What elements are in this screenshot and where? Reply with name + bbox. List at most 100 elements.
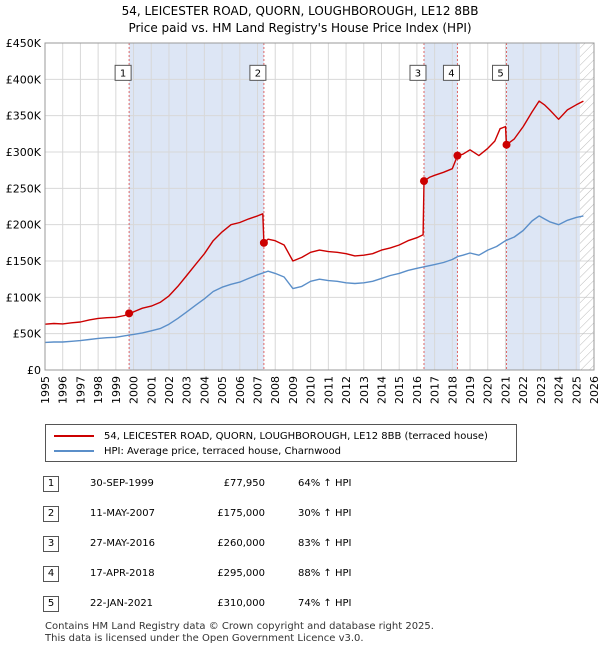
x-tick-label: 2017: [429, 376, 442, 404]
x-tick-label: 1997: [74, 376, 87, 404]
table-row: 3 27-MAY-2016 £260,000 83% ↑ HPI: [0, 533, 600, 553]
sale-date: 27-MAY-2016: [90, 538, 156, 549]
sale-number-box: [249, 64, 267, 81]
chart-subtitle: Price paid vs. HM Land Registry's House …: [128, 21, 472, 35]
legend-item-property: 54, LEICESTER ROAD, QUORN, LOUGHBOROUGH,…: [54, 429, 488, 443]
legend: 54, LEICESTER ROAD, QUORN, LOUGHBOROUGH,…: [45, 424, 517, 462]
x-tick-label: 2008: [269, 376, 282, 404]
y-tick-label: £450K: [6, 37, 42, 50]
sale-number-badge: 3: [43, 536, 59, 552]
x-tick-label: 2022: [517, 376, 530, 404]
y-tick-label: £200K: [6, 219, 42, 232]
x-tick-label: 2024: [553, 376, 566, 404]
x-tick-label: 2007: [252, 376, 265, 404]
sale-point: [259, 238, 268, 247]
x-tick-label: 2012: [340, 376, 353, 404]
sale-date: 11-MAY-2007: [90, 508, 156, 519]
x-tick-label: 2000: [128, 376, 141, 404]
property-line-swatch: [54, 435, 94, 437]
x-tick-label: 2009: [287, 376, 300, 404]
sale-number-box: [442, 64, 460, 81]
sale-date: 30-SEP-1999: [90, 478, 154, 489]
sale-price: £260,000: [217, 538, 265, 549]
legend-item-hpi: HPI: Average price, terraced house, Char…: [54, 444, 341, 458]
x-tick-label: 2015: [393, 376, 406, 404]
sale-number-box: [492, 64, 510, 81]
sale-point: [502, 140, 511, 149]
x-tick-label: 2011: [322, 376, 335, 404]
y-tick-label: £0: [27, 364, 41, 377]
sale-number-label: 2: [255, 68, 261, 79]
table-row: 1 30-SEP-1999 £77,950 64% ↑ HPI: [0, 473, 600, 493]
sale-number-badge: 1: [43, 476, 59, 492]
x-tick-label: 2023: [535, 376, 548, 404]
sale-number-label: 1: [120, 68, 126, 79]
sale-hpi-change: 30% ↑ HPI: [298, 508, 352, 519]
y-tick-label: £250K: [6, 182, 42, 195]
sale-hpi-change: 64% ↑ HPI: [298, 478, 352, 489]
sale-number-badge: 4: [43, 566, 59, 582]
sale-number-badge: 5: [43, 596, 59, 612]
sale-number-label: 4: [448, 68, 454, 79]
sale-date: 17-APR-2018: [90, 568, 155, 579]
y-tick-label: £400K: [6, 73, 42, 86]
table-row: 2 11-MAY-2007 £175,000 30% ↑ HPI: [0, 503, 600, 523]
x-tick-label: 2026: [588, 376, 600, 404]
sale-point: [125, 309, 134, 318]
chart-title: 54, LEICESTER ROAD, QUORN, LOUGHBOROUGH,…: [121, 4, 479, 18]
x-tick-label: 2014: [375, 376, 388, 404]
x-tick-label: 1998: [92, 376, 105, 404]
ownership-shade: [129, 43, 264, 370]
y-tick-label: £350K: [6, 110, 42, 123]
table-row: 4 17-APR-2018 £295,000 88% ↑ HPI: [0, 563, 600, 583]
x-tick-label: 2002: [163, 376, 176, 404]
sale-number-badge: 2: [43, 506, 59, 522]
forecast-hatch: [579, 43, 594, 370]
x-tick-label: 1999: [110, 376, 123, 404]
footer-copyright: Contains HM Land Registry data © Crown c…: [45, 621, 434, 632]
x-tick-label: 2005: [216, 376, 229, 404]
x-tick-label: 2010: [305, 376, 318, 404]
hpi-line: [44, 215, 584, 344]
sale-hpi-change: 83% ↑ HPI: [298, 538, 352, 549]
sale-price: £295,000: [217, 568, 265, 579]
x-tick-label: 2003: [181, 376, 194, 404]
sale-number-label: 5: [497, 68, 503, 79]
y-tick-label: £300K: [6, 146, 42, 159]
plot-frame: [44, 42, 595, 371]
footer-license: This data is licensed under the Open Gov…: [45, 633, 364, 644]
x-tick-label: 2016: [411, 376, 424, 404]
sale-price: £175,000: [217, 508, 265, 519]
sale-price: £77,950: [223, 478, 265, 489]
y-tick-label: £150K: [6, 255, 42, 268]
x-tick-label: 1996: [57, 376, 70, 404]
ownership-shade: [506, 43, 580, 370]
legend-label-hpi: HPI: Average price, terraced house, Char…: [104, 445, 341, 457]
sale-number-label: 3: [415, 68, 421, 79]
hpi-line-swatch: [54, 450, 94, 452]
x-tick-label: 1995: [39, 376, 52, 404]
sale-hpi-change: 74% ↑ HPI: [298, 598, 352, 609]
x-tick-label: 2004: [198, 376, 211, 404]
x-tick-label: 2019: [464, 376, 477, 404]
sale-date: 22-JAN-2021: [90, 598, 154, 609]
sale-price: £310,000: [217, 598, 265, 609]
x-tick-label: 2018: [446, 376, 459, 404]
x-tick-label: 2006: [234, 376, 247, 404]
y-tick-label: £100K: [6, 291, 42, 304]
sale-number-box: [114, 64, 132, 81]
x-tick-label: 2001: [145, 376, 158, 404]
legend-label-property: 54, LEICESTER ROAD, QUORN, LOUGHBOROUGH,…: [104, 430, 488, 442]
sale-point: [453, 151, 462, 160]
y-tick-label: £50K: [13, 328, 42, 341]
table-row: 5 22-JAN-2021 £310,000 74% ↑ HPI: [0, 593, 600, 613]
x-tick-label: 2021: [499, 376, 512, 404]
x-tick-label: 2025: [570, 376, 583, 404]
property-price-line: [44, 100, 584, 325]
x-tick-label: 2013: [358, 376, 371, 404]
sale-point: [419, 177, 428, 186]
sale-hpi-change: 88% ↑ HPI: [298, 568, 352, 579]
price-chart: 1 2 3 4 5 £0 £50K £100K £150K £200K £250K £300K £35…: [6, 37, 600, 404]
sale-number-box: [409, 64, 427, 81]
x-tick-label: 2020: [482, 376, 495, 404]
